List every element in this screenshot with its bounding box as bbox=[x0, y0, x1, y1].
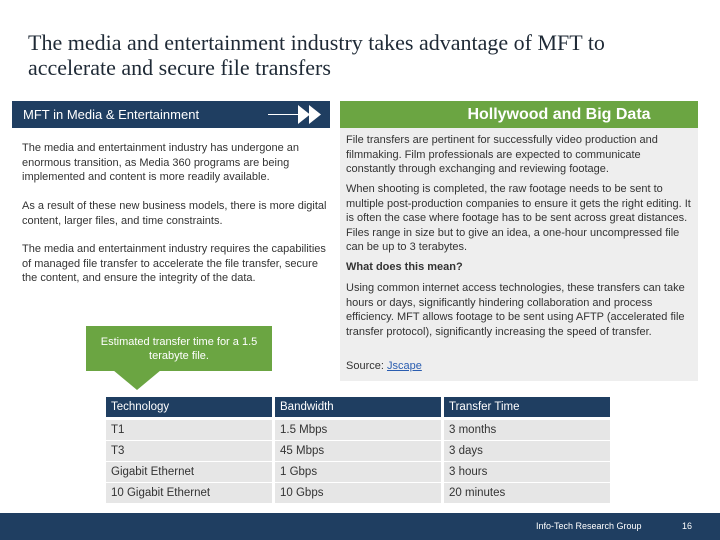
table-header-cell: Technology bbox=[106, 397, 272, 417]
right-section-header: Hollywood and Big Data bbox=[340, 101, 698, 128]
table-cell: 1 Gbps bbox=[275, 462, 441, 482]
table-cell: 10 Gigabit Ethernet bbox=[106, 483, 272, 503]
table-cell: T3 bbox=[106, 441, 272, 461]
table-cell: 3 days bbox=[444, 441, 610, 461]
transfer-time-callout: Estimated transfer time for a 1.5 teraby… bbox=[86, 326, 272, 371]
slide-title: The media and entertainment industry tak… bbox=[28, 30, 605, 80]
right-paragraph-3: Using common internet access technologie… bbox=[346, 282, 685, 338]
table-cell: 20 minutes bbox=[444, 483, 610, 503]
callout-pointer bbox=[113, 370, 161, 390]
table-row: Gigabit Ethernet 1 Gbps 3 hours bbox=[106, 462, 616, 483]
right-paragraph-1: File transfers are pertinent for success… bbox=[346, 134, 658, 175]
table-cell: Gigabit Ethernet bbox=[106, 462, 272, 482]
left-paragraph-3: The media and entertainment industry req… bbox=[22, 243, 326, 284]
double-arrow-icon bbox=[268, 105, 321, 124]
transfer-time-table: Technology Bandwidth Transfer Time T1 1.… bbox=[106, 397, 616, 504]
source-line: Source: Jscape bbox=[346, 359, 692, 374]
table-cell: T1 bbox=[106, 420, 272, 440]
table-cell: 45 Mbps bbox=[275, 441, 441, 461]
left-paragraph-1: The media and entertainment industry has… bbox=[22, 142, 300, 183]
source-link[interactable]: Jscape bbox=[386, 360, 422, 372]
source-label: Source: bbox=[346, 360, 384, 372]
table-cell: 10 Gbps bbox=[275, 483, 441, 503]
footer-bar: Info-Tech Research Group 16 bbox=[0, 513, 720, 540]
right-paragraph-2: When shooting is completed, the raw foot… bbox=[346, 183, 691, 253]
table-cell: 1.5 Mbps bbox=[275, 420, 441, 440]
table-cell: 3 hours bbox=[444, 462, 610, 482]
table-row: T1 1.5 Mbps 3 months bbox=[106, 420, 616, 441]
page-number: 16 bbox=[682, 521, 693, 531]
right-question: What does this mean? bbox=[346, 261, 463, 273]
footer-brand: Info-Tech Research Group bbox=[536, 521, 642, 531]
table-row: T3 45 Mbps 3 days bbox=[106, 441, 616, 462]
table-cell: 3 months bbox=[444, 420, 610, 440]
hollywood-panel bbox=[340, 101, 698, 381]
table-header-cell: Bandwidth bbox=[275, 397, 441, 417]
table-row: 10 Gigabit Ethernet 10 Gbps 20 minutes bbox=[106, 483, 616, 504]
table-header-row: Technology Bandwidth Transfer Time bbox=[106, 397, 616, 418]
table-header-cell: Transfer Time bbox=[444, 397, 610, 417]
left-paragraph-2: As a result of these new business models… bbox=[22, 200, 327, 227]
